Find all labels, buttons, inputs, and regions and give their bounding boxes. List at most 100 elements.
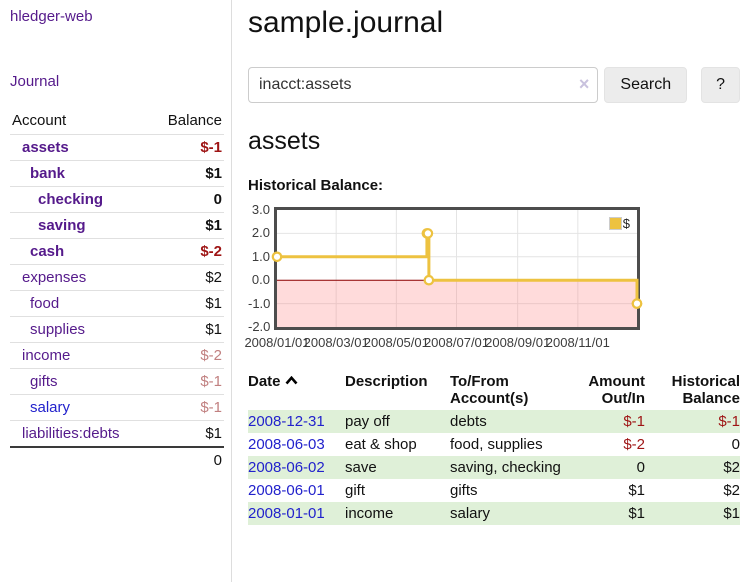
register-col-description: Description <box>345 373 428 390</box>
historical-balance-chart: $ 3.0 2.0 1.0 0.0 -1.0 -2.0 2008/01/01 2008/03/… <box>244 202 668 353</box>
account-row: income $-2 <box>10 342 224 369</box>
account-heading: assets <box>248 127 321 155</box>
page-title: sample.journal <box>248 6 444 39</box>
account-row: supplies $1 <box>10 316 224 343</box>
account-link[interactable]: cash <box>30 243 65 260</box>
transaction-balance: 0 <box>731 436 740 453</box>
x-axis-tick-label: 2008/09/01 <box>485 335 551 350</box>
chart-plot-area: $ <box>271 207 643 330</box>
account-link[interactable]: saving <box>38 217 86 234</box>
account-row: bank $1 <box>10 160 224 187</box>
search-button[interactable]: Search <box>604 67 688 103</box>
transaction-description: income <box>345 502 450 525</box>
transaction-date-link[interactable]: 2008-06-02 <box>248 459 325 476</box>
account-link[interactable]: assets <box>22 139 69 156</box>
account-link[interactable]: checking <box>38 191 104 208</box>
register-col-date[interactable]: Date <box>248 370 345 410</box>
y-axis-tick-label: 0.0 <box>251 272 270 288</box>
transaction-row: 2008-12-31 pay off debts $-1 $-1 <box>248 410 740 433</box>
legend-swatch <box>608 217 622 230</box>
register-col-amount: Amount Out/In <box>588 373 645 407</box>
accounts-col-account: Account <box>12 112 67 129</box>
account-balance: $-1 <box>149 394 224 421</box>
account-balance: $1 <box>149 290 224 317</box>
transaction-description: eat & shop <box>345 436 417 453</box>
transaction-amount: 0 <box>568 456 645 479</box>
transaction-balance: $-1 <box>645 410 740 433</box>
y-axis-tick-label: 3.0 <box>251 202 270 217</box>
transaction-description: pay off <box>345 410 450 433</box>
account-balance: $1 <box>149 160 224 187</box>
account-link[interactable]: income <box>22 347 71 364</box>
search-input[interactable] <box>248 67 599 103</box>
account-link[interactable]: salary <box>30 399 71 416</box>
transaction-date-link[interactable]: 2008-06-03 <box>248 436 325 453</box>
x-axis-tick-label: 2008/05/01 <box>363 335 429 350</box>
sidebar-item-journal[interactable]: Journal <box>10 73 60 90</box>
transaction-description: gift <box>345 482 366 499</box>
account-row: liabilities:debts $1 <box>10 420 224 447</box>
accounts-col-balance: Balance <box>167 112 222 129</box>
help-button[interactable]: ? <box>701 67 740 103</box>
y-axis-tick-label: 2.0 <box>251 225 270 241</box>
x-axis-tick-label: 2008/11/01 <box>545 335 610 350</box>
account-balance: $1 <box>149 420 224 447</box>
account-row: food $1 <box>10 290 224 317</box>
x-axis-tick-label: 2008/01/01 <box>244 335 310 350</box>
transaction-accounts: debts <box>450 410 568 433</box>
transaction-accounts: food, supplies <box>450 436 543 453</box>
transaction-balance: $1 <box>645 502 740 525</box>
transaction-accounts: salary <box>450 502 568 525</box>
transaction-row: 2008-01-01 income salary $1 $1 <box>248 502 740 525</box>
account-balance: $-2 <box>149 238 224 265</box>
y-axis-tick-label: -1.0 <box>248 295 271 311</box>
app-brand-link[interactable]: hledger-web <box>10 8 93 25</box>
chart-title: Historical Balance: <box>248 177 384 194</box>
account-row: saving $1 <box>10 212 224 239</box>
register-col-balance: Historical Balance <box>671 373 740 407</box>
transaction-amount: $-1 <box>568 410 645 433</box>
account-row: gifts $-1 <box>10 368 224 395</box>
transaction-description: save <box>345 456 450 479</box>
x-axis-tick-label: 2008/07/01 <box>423 335 490 350</box>
accounts-table: Account Balance assets $-1 bank $1 checking 0… <box>10 108 224 473</box>
transaction-row: 2008-06-03 eat & shop food, supplies $-2 0 <box>248 433 740 456</box>
register-col-tofrom: To/From Account(s) <box>450 373 529 407</box>
account-link[interactable]: bank <box>30 165 66 182</box>
transaction-date-link[interactable]: 2008-12-31 <box>248 413 325 430</box>
account-link[interactable]: food <box>30 295 60 312</box>
transaction-accounts: saving, checking <box>450 456 568 479</box>
chart-canvas <box>271 210 643 327</box>
account-balance: $-2 <box>149 342 224 369</box>
transaction-amount: $-2 <box>623 436 645 453</box>
account-row: expenses $2 <box>10 264 224 291</box>
accounts-total-row: 0 <box>10 446 224 473</box>
x-axis-tick-label: 2008/03/01 <box>303 335 369 350</box>
y-axis-tick-label: 1.0 <box>251 248 270 264</box>
transaction-date-link[interactable]: 2008-01-01 <box>248 505 325 522</box>
transaction-amount: $1 <box>628 482 645 499</box>
transaction-row: 2008-06-01 gift gifts $1 $2 <box>248 479 740 502</box>
account-balance: $2 <box>149 264 224 291</box>
account-balance: $-1 <box>149 368 224 395</box>
account-link[interactable]: gifts <box>30 373 58 390</box>
transaction-balance: $2 <box>723 482 740 499</box>
sidebar: hledger-web Journal Account Balance asse… <box>0 0 232 582</box>
account-row: salary $-1 <box>10 394 224 421</box>
transaction-date-link[interactable]: 2008-06-01 <box>248 482 325 499</box>
account-balance: 0 <box>149 186 224 213</box>
y-axis-tick-label: -2.0 <box>248 319 271 334</box>
account-link[interactable]: supplies <box>30 321 86 338</box>
accounts-total-value: 0 <box>149 446 224 473</box>
main-content: sample.journal × Search ? assets Histori… <box>244 0 740 525</box>
search-bar: × Search ? <box>248 67 740 103</box>
account-balance: $-1 <box>149 134 224 161</box>
sort-ascending-icon <box>285 376 297 385</box>
clear-search-icon[interactable]: × <box>578 74 590 94</box>
transaction-amount: $1 <box>568 502 645 525</box>
transaction-accounts: gifts <box>450 482 478 499</box>
account-link[interactable]: liabilities:debts <box>22 425 120 442</box>
register-table: Date Description To/From Account(s) Amou… <box>248 370 740 525</box>
account-link[interactable]: expenses <box>22 269 87 286</box>
account-balance: $1 <box>149 212 224 239</box>
